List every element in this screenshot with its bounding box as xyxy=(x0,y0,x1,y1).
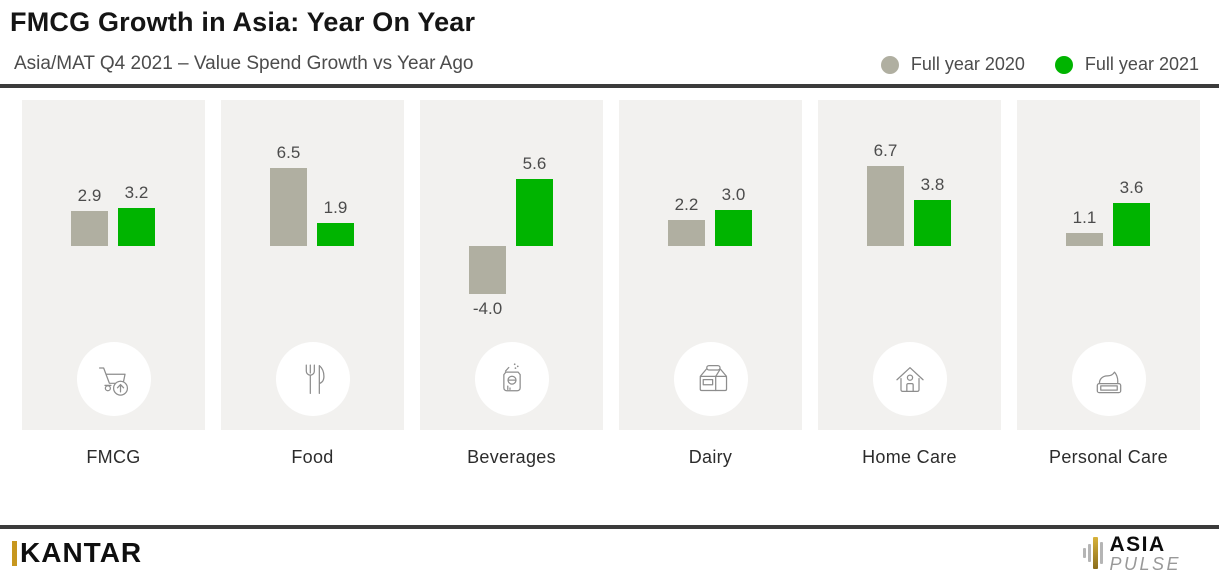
kantar-logo-text: KANTAR xyxy=(20,537,143,568)
category-label: Personal Care xyxy=(1049,447,1168,467)
panel-plot-area: 6.7 3.8 xyxy=(818,100,1001,430)
bar-year-2020 xyxy=(270,168,307,246)
bar-value-label: 1.1 xyxy=(1072,208,1097,227)
category-label: Dairy xyxy=(688,447,733,467)
kantar-logo-accent-bar xyxy=(12,540,17,566)
bar-year-2020 xyxy=(668,220,705,246)
bar-year-2021 xyxy=(914,200,951,246)
asia-pulse-logo: ASIA PULSE xyxy=(1083,534,1181,573)
bar-year-2020 xyxy=(867,166,904,246)
bar-year-2021 xyxy=(1113,203,1150,246)
pulse-bar xyxy=(1083,548,1087,558)
asia-pulse-wordmark: ASIA PULSE xyxy=(1109,534,1181,573)
legend-swatch-icon xyxy=(1054,55,1073,74)
category-panel: 6.5 1.9 Food xyxy=(221,100,404,468)
soda-can-icon xyxy=(474,342,549,416)
top-divider xyxy=(0,84,1219,88)
bar-value-label: 3.8 xyxy=(920,175,945,194)
bar-year-2020 xyxy=(469,246,506,294)
bar-value-label: -4.0 xyxy=(472,299,503,318)
bar-value-label: 3.0 xyxy=(721,185,746,204)
cart-arrow-up-icon xyxy=(76,342,151,416)
category-panel: 6.7 3.8 Home Care xyxy=(818,100,1001,468)
pulse-bars-icon xyxy=(1083,537,1104,569)
bar-value-label: 2.2 xyxy=(674,195,699,214)
house-icon xyxy=(872,342,947,416)
bar-value-label: 1.9 xyxy=(323,198,348,217)
legend-label: Full year 2021 xyxy=(1084,54,1199,74)
category-label: Food xyxy=(291,447,334,467)
bar-year-2021 xyxy=(317,223,354,246)
asia-pulse-line1: ASIA xyxy=(1109,532,1166,556)
pulse-bar xyxy=(1088,544,1092,562)
panel-plot-area: 1.1 3.6 xyxy=(1017,100,1200,430)
panel-plot-area: 2.2 3.0 xyxy=(619,100,802,430)
bar-year-2021 xyxy=(118,208,155,246)
bar-year-2020 xyxy=(71,211,108,246)
pulse-bar-gold xyxy=(1093,537,1099,569)
bar-value-label: 6.7 xyxy=(873,141,898,160)
category-label: FMCG xyxy=(86,447,141,467)
category-label: Home Care xyxy=(862,447,957,467)
category-panel: 2.9 3.2 FMCG xyxy=(22,100,205,468)
bar-value-label: 5.6 xyxy=(522,154,547,173)
legend-label: Full year 2020 xyxy=(910,54,1025,74)
chart-subtitle: Asia/MAT Q4 2021 – Value Spend Growth vs… xyxy=(14,53,474,74)
page-title: FMCG Growth in Asia: Year On Year xyxy=(10,7,476,37)
panel-plot-area: 6.5 1.9 xyxy=(221,100,404,430)
legend-item: Full year 2020 xyxy=(880,54,1025,75)
category-panel: 1.1 3.6 Personal Care xyxy=(1017,100,1200,468)
bar-value-label: 2.9 xyxy=(77,186,102,205)
footer: KANTAR ASIA PULSE xyxy=(0,525,1219,579)
category-panel: -4.0 5.6 Beverages xyxy=(420,100,603,468)
cream-jar-icon xyxy=(1071,342,1146,416)
bar-year-2021 xyxy=(516,179,553,246)
chart-panels: 2.9 3.2 FMCG 6.5 1.9 Food -4.0 5.6 Beverages 2.2 3… xyxy=(0,88,1219,468)
bar-year-2021 xyxy=(715,210,752,246)
subtitle-row: Asia/MAT Q4 2021 – Value Spend Growth vs… xyxy=(10,38,1207,84)
bar-year-2020 xyxy=(1066,233,1103,246)
fork-knife-icon xyxy=(275,342,350,416)
bar-value-label: 3.2 xyxy=(124,183,149,202)
panel-plot-area: -4.0 5.6 xyxy=(420,100,603,430)
bar-value-label: 3.6 xyxy=(1119,178,1144,197)
chart-legend: Full year 2020 Full year 2021 xyxy=(880,54,1199,75)
category-panel: 2.2 3.0 Dairy xyxy=(619,100,802,468)
legend-item: Full year 2021 xyxy=(1054,54,1199,75)
pulse-bar xyxy=(1100,542,1104,564)
kantar-logo: KANTAR xyxy=(12,537,142,569)
milk-carton-icon xyxy=(673,342,748,416)
header: FMCG Growth in Asia: Year On Year Asia/M… xyxy=(0,0,1219,84)
panel-plot-area: 2.9 3.2 xyxy=(22,100,205,430)
bar-value-label: 6.5 xyxy=(276,143,301,162)
category-label: Beverages xyxy=(467,447,556,467)
asia-pulse-line2: PULSE xyxy=(1109,553,1181,574)
legend-swatch-icon xyxy=(880,55,899,74)
